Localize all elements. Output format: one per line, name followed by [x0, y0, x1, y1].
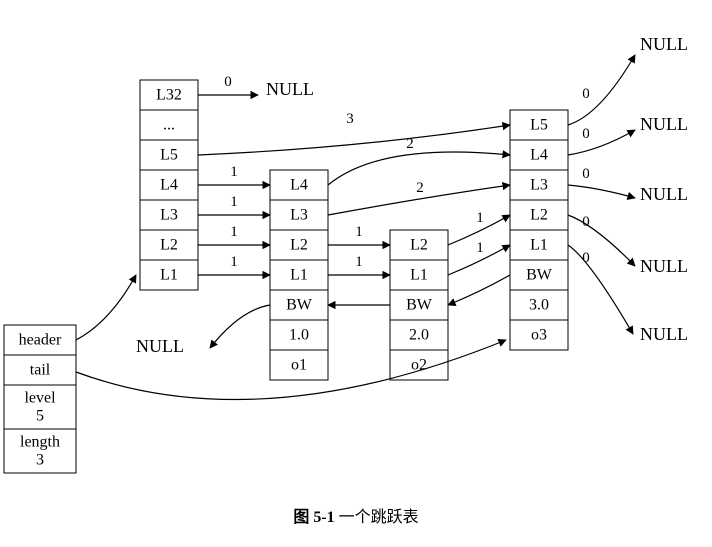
node1-label: BW — [286, 297, 313, 314]
edge-label: 1 — [230, 254, 238, 270]
null-label: NULL — [640, 256, 688, 276]
edge-h-L5-n3 — [198, 125, 510, 155]
list-node-label: 3 — [36, 452, 44, 469]
null-label: NULL — [640, 324, 688, 344]
edge-label: 0 — [582, 250, 590, 266]
edge-label: 1 — [355, 254, 363, 270]
edge-label: 3 — [346, 111, 354, 127]
edge-label: 0 — [582, 126, 590, 142]
null-label: NULL — [640, 184, 688, 204]
node1-label: L3 — [290, 207, 308, 224]
node1-label: L4 — [290, 177, 308, 194]
header-node-label: L3 — [160, 207, 178, 224]
list-node-label: tail — [30, 362, 51, 379]
edge-label: 1 — [230, 224, 238, 240]
header-node-label: L4 — [160, 177, 178, 194]
list-node-label: level — [24, 390, 56, 407]
edge-label: 2 — [416, 180, 424, 196]
edge-label: 0 — [582, 86, 590, 102]
node3-label: BW — [526, 267, 553, 284]
node2-label: BW — [406, 297, 433, 314]
null-label: NULL — [136, 336, 184, 356]
edge-label: 1 — [230, 194, 238, 210]
list-node-label: header — [19, 332, 62, 349]
figure-caption: 图 5-1 一个跳跃表 — [293, 508, 418, 526]
edge-header-ptr — [76, 275, 136, 340]
node3-label: L1 — [530, 237, 548, 254]
node3-label: L5 — [530, 117, 548, 134]
edge-n3-L5-null — [568, 55, 635, 125]
node1-label: L2 — [290, 237, 308, 254]
edge-label: 1 — [355, 224, 363, 240]
edge-label: 0 — [582, 166, 590, 182]
edge-n3-L3-null — [568, 185, 635, 198]
null-label: NULL — [266, 79, 314, 99]
list-node-label: length — [20, 434, 60, 451]
node1-label: 1.0 — [289, 327, 309, 344]
header-node-label: L2 — [160, 237, 178, 254]
edge-label: 1 — [230, 164, 238, 180]
header-node-label: L5 — [160, 147, 178, 164]
edge-n3-L2-null — [568, 215, 635, 266]
edge-n1-BW-null — [210, 305, 270, 348]
header-node-label: L1 — [160, 267, 178, 284]
node1-label: L1 — [290, 267, 308, 284]
header-node-label: ... — [163, 117, 175, 134]
edge-n3-L1-null — [568, 245, 633, 334]
null-label: NULL — [640, 114, 688, 134]
edge-n3-BW-n2 — [448, 275, 510, 305]
edge-label: 2 — [406, 136, 414, 152]
header-node-label: L32 — [156, 87, 182, 104]
node3-label: L3 — [530, 177, 548, 194]
node2-label: 2.0 — [409, 327, 429, 344]
list-node-label: 5 — [36, 408, 44, 425]
node3-label: L2 — [530, 207, 548, 224]
node2-label: L1 — [410, 267, 428, 284]
null-label: NULL — [640, 34, 688, 54]
edge-label: 0 — [582, 214, 590, 230]
node3-label: o3 — [531, 327, 547, 344]
edge-label: 1 — [476, 210, 484, 226]
edge-n3-L4-null — [568, 130, 635, 155]
node3-label: L4 — [530, 147, 548, 164]
node1-label: o1 — [291, 357, 307, 374]
node3-label: 3.0 — [529, 297, 549, 314]
edge-label: 1 — [476, 240, 484, 256]
edge-label: 0 — [224, 74, 232, 90]
node2-label: L2 — [410, 237, 428, 254]
